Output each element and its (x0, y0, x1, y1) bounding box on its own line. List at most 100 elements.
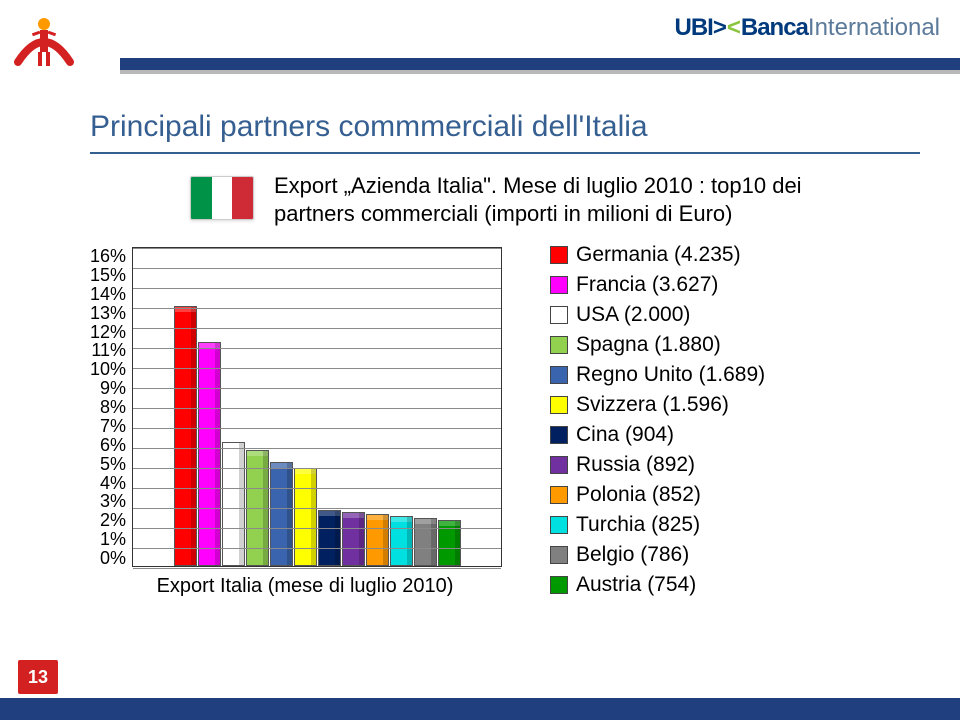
legend-item: Austria (754) (550, 573, 765, 597)
gridline (133, 528, 501, 529)
legend-item: Spagna (1.880) (550, 333, 765, 357)
legend-swatch (550, 366, 568, 384)
brand-suffix: International (808, 14, 940, 41)
legend-label: Germania (4.235) (576, 243, 741, 267)
bar-chart: 16%15%14%13%12%11%10%9%8%7%6%5%4%3%2%1%0… (90, 247, 520, 598)
legend-swatch (550, 246, 568, 264)
legend-swatch (550, 516, 568, 534)
bar (390, 516, 413, 566)
legend-item: Germania (4.235) (550, 243, 765, 267)
bar (294, 468, 317, 566)
legend-item: USA (2.000) (550, 303, 765, 327)
legend-label: Belgio (786) (576, 543, 689, 567)
y-axis-labels: 16%15%14%13%12%11%10%9%8%7%6%5%4%3%2%1%0… (90, 247, 132, 567)
legend-label: USA (2.000) (576, 303, 690, 327)
brand-prefix: UBI (674, 14, 712, 41)
legend-swatch (550, 546, 568, 564)
y-tick-label: 9% (90, 379, 126, 397)
y-tick-label: 3% (90, 492, 126, 510)
gridline (133, 308, 501, 309)
y-tick-label: 15% (90, 266, 126, 284)
gridline (133, 448, 501, 449)
legend-item: Cina (904) (550, 423, 765, 447)
gridline (133, 288, 501, 289)
legend-label: Cina (904) (576, 423, 674, 447)
gridline (133, 428, 501, 429)
legend-swatch (550, 456, 568, 474)
bars-container (133, 248, 501, 566)
y-tick-label: 2% (90, 511, 126, 529)
bar (198, 342, 221, 566)
legend-swatch (550, 336, 568, 354)
legend-label: Austria (754) (576, 573, 696, 597)
legend-label: Polonia (852) (576, 483, 701, 507)
legend-label: Russia (892) (576, 453, 695, 477)
y-tick-label: 11% (90, 341, 126, 359)
bar (342, 512, 365, 566)
y-tick-label: 13% (90, 304, 126, 322)
legend-item: Regno Unito (1.689) (550, 363, 765, 387)
legend-item: Svizzera (1.596) (550, 393, 765, 417)
legend-swatch (550, 576, 568, 594)
italy-flag-icon (190, 176, 254, 220)
x-axis-title: Export Italia (mese di luglio 2010) (90, 575, 520, 598)
gridline (133, 388, 501, 389)
header-divider (0, 58, 960, 76)
subtitle-row: Export „Azienda Italia". Mese di luglio … (190, 172, 920, 227)
legend-label: Regno Unito (1.689) (576, 363, 765, 387)
y-tick-label: 10% (90, 360, 126, 378)
legend-item: Francia (3.627) (550, 273, 765, 297)
y-tick-label: 6% (90, 436, 126, 454)
gridline (133, 568, 501, 569)
y-tick-label: 7% (90, 417, 126, 435)
y-tick-label: 8% (90, 398, 126, 416)
header-bar: UBI><BancaInternational (0, 0, 960, 58)
gridline (133, 328, 501, 329)
gridline (133, 408, 501, 409)
gridline (133, 248, 501, 249)
plot-area (132, 247, 502, 567)
subtitle-text: Export „Azienda Italia". Mese di luglio … (274, 172, 802, 227)
gridline (133, 348, 501, 349)
bar (438, 520, 461, 566)
legend-label: Francia (3.627) (576, 273, 718, 297)
y-tick-label: 0% (90, 549, 126, 567)
gridline (133, 548, 501, 549)
legend-item: Belgio (786) (550, 543, 765, 567)
legend-label: Turchia (825) (576, 513, 700, 537)
chart-row: 16%15%14%13%12%11%10%9%8%7%6%5%4%3%2%1%0… (90, 247, 920, 598)
bar (318, 510, 341, 566)
legend-swatch (550, 276, 568, 294)
gridline (133, 508, 501, 509)
legend-label: Svizzera (1.596) (576, 393, 729, 417)
y-tick-label: 16% (90, 247, 126, 265)
legend-label: Spagna (1.880) (576, 333, 721, 357)
legend-item: Turchia (825) (550, 513, 765, 537)
legend-swatch (550, 486, 568, 504)
gridline (133, 368, 501, 369)
y-tick-label: 1% (90, 530, 126, 548)
page-number: 13 (18, 660, 58, 694)
content-area: Principali partners commmerciali dell'It… (90, 110, 920, 680)
legend-swatch (550, 426, 568, 444)
brand-logo: UBI><BancaInternational (674, 14, 940, 42)
bar (270, 462, 293, 566)
y-tick-label: 14% (90, 285, 126, 303)
legend-swatch (550, 306, 568, 324)
bar (414, 518, 437, 566)
subtitle-line1: Export „Azienda Italia". Mese di luglio … (274, 172, 802, 200)
legend: Germania (4.235) Francia (3.627) USA (2.00… (550, 243, 765, 597)
y-tick-label: 4% (90, 474, 126, 492)
gridline (133, 268, 501, 269)
legend-item: Russia (892) (550, 453, 765, 477)
bar (174, 306, 197, 566)
gridline (133, 488, 501, 489)
legend-item: Polonia (852) (550, 483, 765, 507)
brand-mid: Banca (741, 14, 808, 41)
bar (366, 514, 389, 566)
y-tick-label: 5% (90, 455, 126, 473)
subtitle-line2: partners commerciali (importi in milioni… (274, 200, 802, 228)
gridline (133, 468, 501, 469)
page-title: Principali partners commmerciali dell'It… (90, 110, 920, 144)
legend-swatch (550, 396, 568, 414)
